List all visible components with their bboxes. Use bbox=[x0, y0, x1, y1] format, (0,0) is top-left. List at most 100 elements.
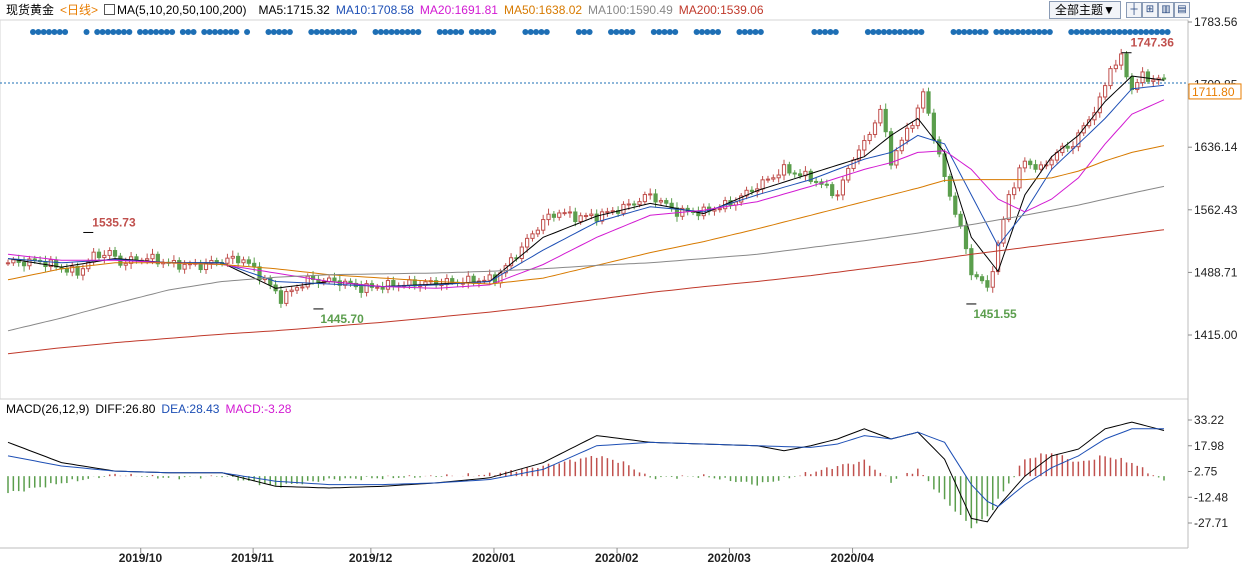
candle-down bbox=[632, 203, 637, 206]
date-label: 2020/01 bbox=[472, 551, 516, 564]
candle-up bbox=[407, 279, 412, 286]
candle-up bbox=[107, 250, 112, 256]
signal-dot bbox=[736, 29, 743, 35]
candle-up bbox=[225, 257, 230, 264]
signal-dot bbox=[757, 29, 764, 35]
candle-down bbox=[797, 173, 803, 177]
candle-up bbox=[535, 229, 540, 235]
candle-up bbox=[70, 265, 75, 273]
signal-dot bbox=[875, 29, 882, 35]
ma-indicator-label[interactable]: MA(5,10,20,50,100,200) bbox=[104, 3, 252, 17]
signal-dot bbox=[950, 29, 957, 35]
date-label: 2019/12 bbox=[349, 551, 393, 564]
candle-down bbox=[787, 164, 792, 174]
candle-up bbox=[150, 253, 155, 260]
signal-dot bbox=[1089, 29, 1096, 35]
signal-dot bbox=[709, 29, 716, 35]
signal-dot bbox=[56, 29, 63, 35]
candle-up bbox=[1022, 160, 1027, 169]
candle-up bbox=[482, 279, 487, 282]
signal-dot bbox=[811, 29, 818, 35]
signal-dot bbox=[313, 29, 320, 35]
candle-up bbox=[610, 210, 615, 213]
macd-label[interactable]: MACD(26,12,9) bbox=[6, 402, 90, 416]
signal-dot bbox=[1009, 29, 1016, 35]
candle-up bbox=[541, 219, 546, 231]
signal-dot bbox=[415, 29, 422, 35]
signal-dot bbox=[335, 29, 342, 35]
candle-up bbox=[921, 91, 926, 109]
candle-down bbox=[551, 213, 556, 218]
macd-tick-label: 2.75 bbox=[1194, 465, 1218, 479]
theme-dropdown[interactable]: 全部主题▼ bbox=[1049, 1, 1121, 19]
signal-dot bbox=[147, 29, 154, 35]
signal-dot bbox=[377, 29, 384, 35]
candle-down bbox=[155, 253, 160, 265]
candle-up bbox=[385, 280, 391, 290]
zoom-in-icon[interactable]: ┼ bbox=[1126, 2, 1142, 18]
signal-dot bbox=[211, 29, 218, 35]
candle-up bbox=[862, 140, 867, 151]
signal-dot bbox=[1095, 29, 1102, 35]
candle-up bbox=[605, 211, 610, 214]
signal-dot bbox=[388, 29, 395, 35]
candle-up bbox=[739, 195, 744, 203]
signal-dot bbox=[543, 29, 550, 35]
candle-up bbox=[990, 271, 995, 288]
candle-up bbox=[915, 107, 920, 127]
ma100-value: MA100:1590.49 bbox=[588, 3, 673, 17]
candle-up bbox=[781, 164, 787, 176]
signal-dot bbox=[1143, 29, 1150, 35]
high-annotation: 1747.36 bbox=[1131, 36, 1175, 50]
candle-down bbox=[963, 225, 969, 250]
ma5-line bbox=[7, 75, 1165, 289]
signal-dot bbox=[1036, 29, 1043, 35]
candle-up bbox=[835, 194, 840, 197]
signal-dot bbox=[586, 29, 593, 35]
signal-dot bbox=[613, 29, 620, 35]
signal-dot bbox=[747, 29, 754, 35]
signal-dot bbox=[1068, 29, 1075, 35]
signal-dot bbox=[955, 29, 962, 35]
period-selector[interactable]: <日线> bbox=[60, 3, 99, 17]
signal-dot bbox=[329, 29, 336, 35]
signal-dot bbox=[864, 29, 871, 35]
symbol-name: 现货黄金 bbox=[6, 3, 55, 17]
candle-up bbox=[80, 268, 86, 276]
candle-down bbox=[888, 131, 894, 166]
signal-dot bbox=[1164, 29, 1171, 35]
candle-up bbox=[102, 254, 107, 259]
candle-down bbox=[246, 259, 251, 264]
price-tick-label: 1636.14 bbox=[1194, 140, 1238, 154]
signal-dot bbox=[1084, 29, 1091, 35]
candle-up bbox=[717, 208, 722, 211]
chart-type-icon[interactable]: ▥ bbox=[1158, 2, 1174, 18]
candle-down bbox=[450, 278, 455, 283]
candle-up bbox=[658, 200, 664, 203]
candle-up bbox=[289, 289, 294, 293]
candle-up bbox=[230, 255, 235, 259]
signal-dot bbox=[115, 29, 122, 35]
candle-up bbox=[1135, 82, 1140, 91]
signal-dot bbox=[608, 29, 614, 35]
candle-down bbox=[958, 213, 963, 227]
signal-dot bbox=[436, 29, 443, 35]
candle-up bbox=[1006, 194, 1011, 221]
settings-icon[interactable]: ▤ bbox=[1174, 2, 1190, 18]
signal-dot bbox=[35, 29, 42, 35]
candle-down bbox=[75, 265, 80, 276]
signal-dot bbox=[458, 29, 465, 35]
signal-dot bbox=[51, 29, 58, 35]
expand-icon[interactable]: ⊞ bbox=[1142, 2, 1158, 18]
signal-dot bbox=[286, 29, 293, 35]
candle-up bbox=[1151, 79, 1156, 82]
signal-dot bbox=[832, 29, 839, 35]
candle-up bbox=[1076, 132, 1081, 148]
signal-dot bbox=[1073, 29, 1080, 35]
signal-dot bbox=[1137, 29, 1144, 35]
signal-dot bbox=[966, 29, 973, 35]
signal-dot bbox=[741, 29, 748, 35]
signal-dot bbox=[971, 29, 978, 35]
signal-dot bbox=[228, 29, 235, 35]
